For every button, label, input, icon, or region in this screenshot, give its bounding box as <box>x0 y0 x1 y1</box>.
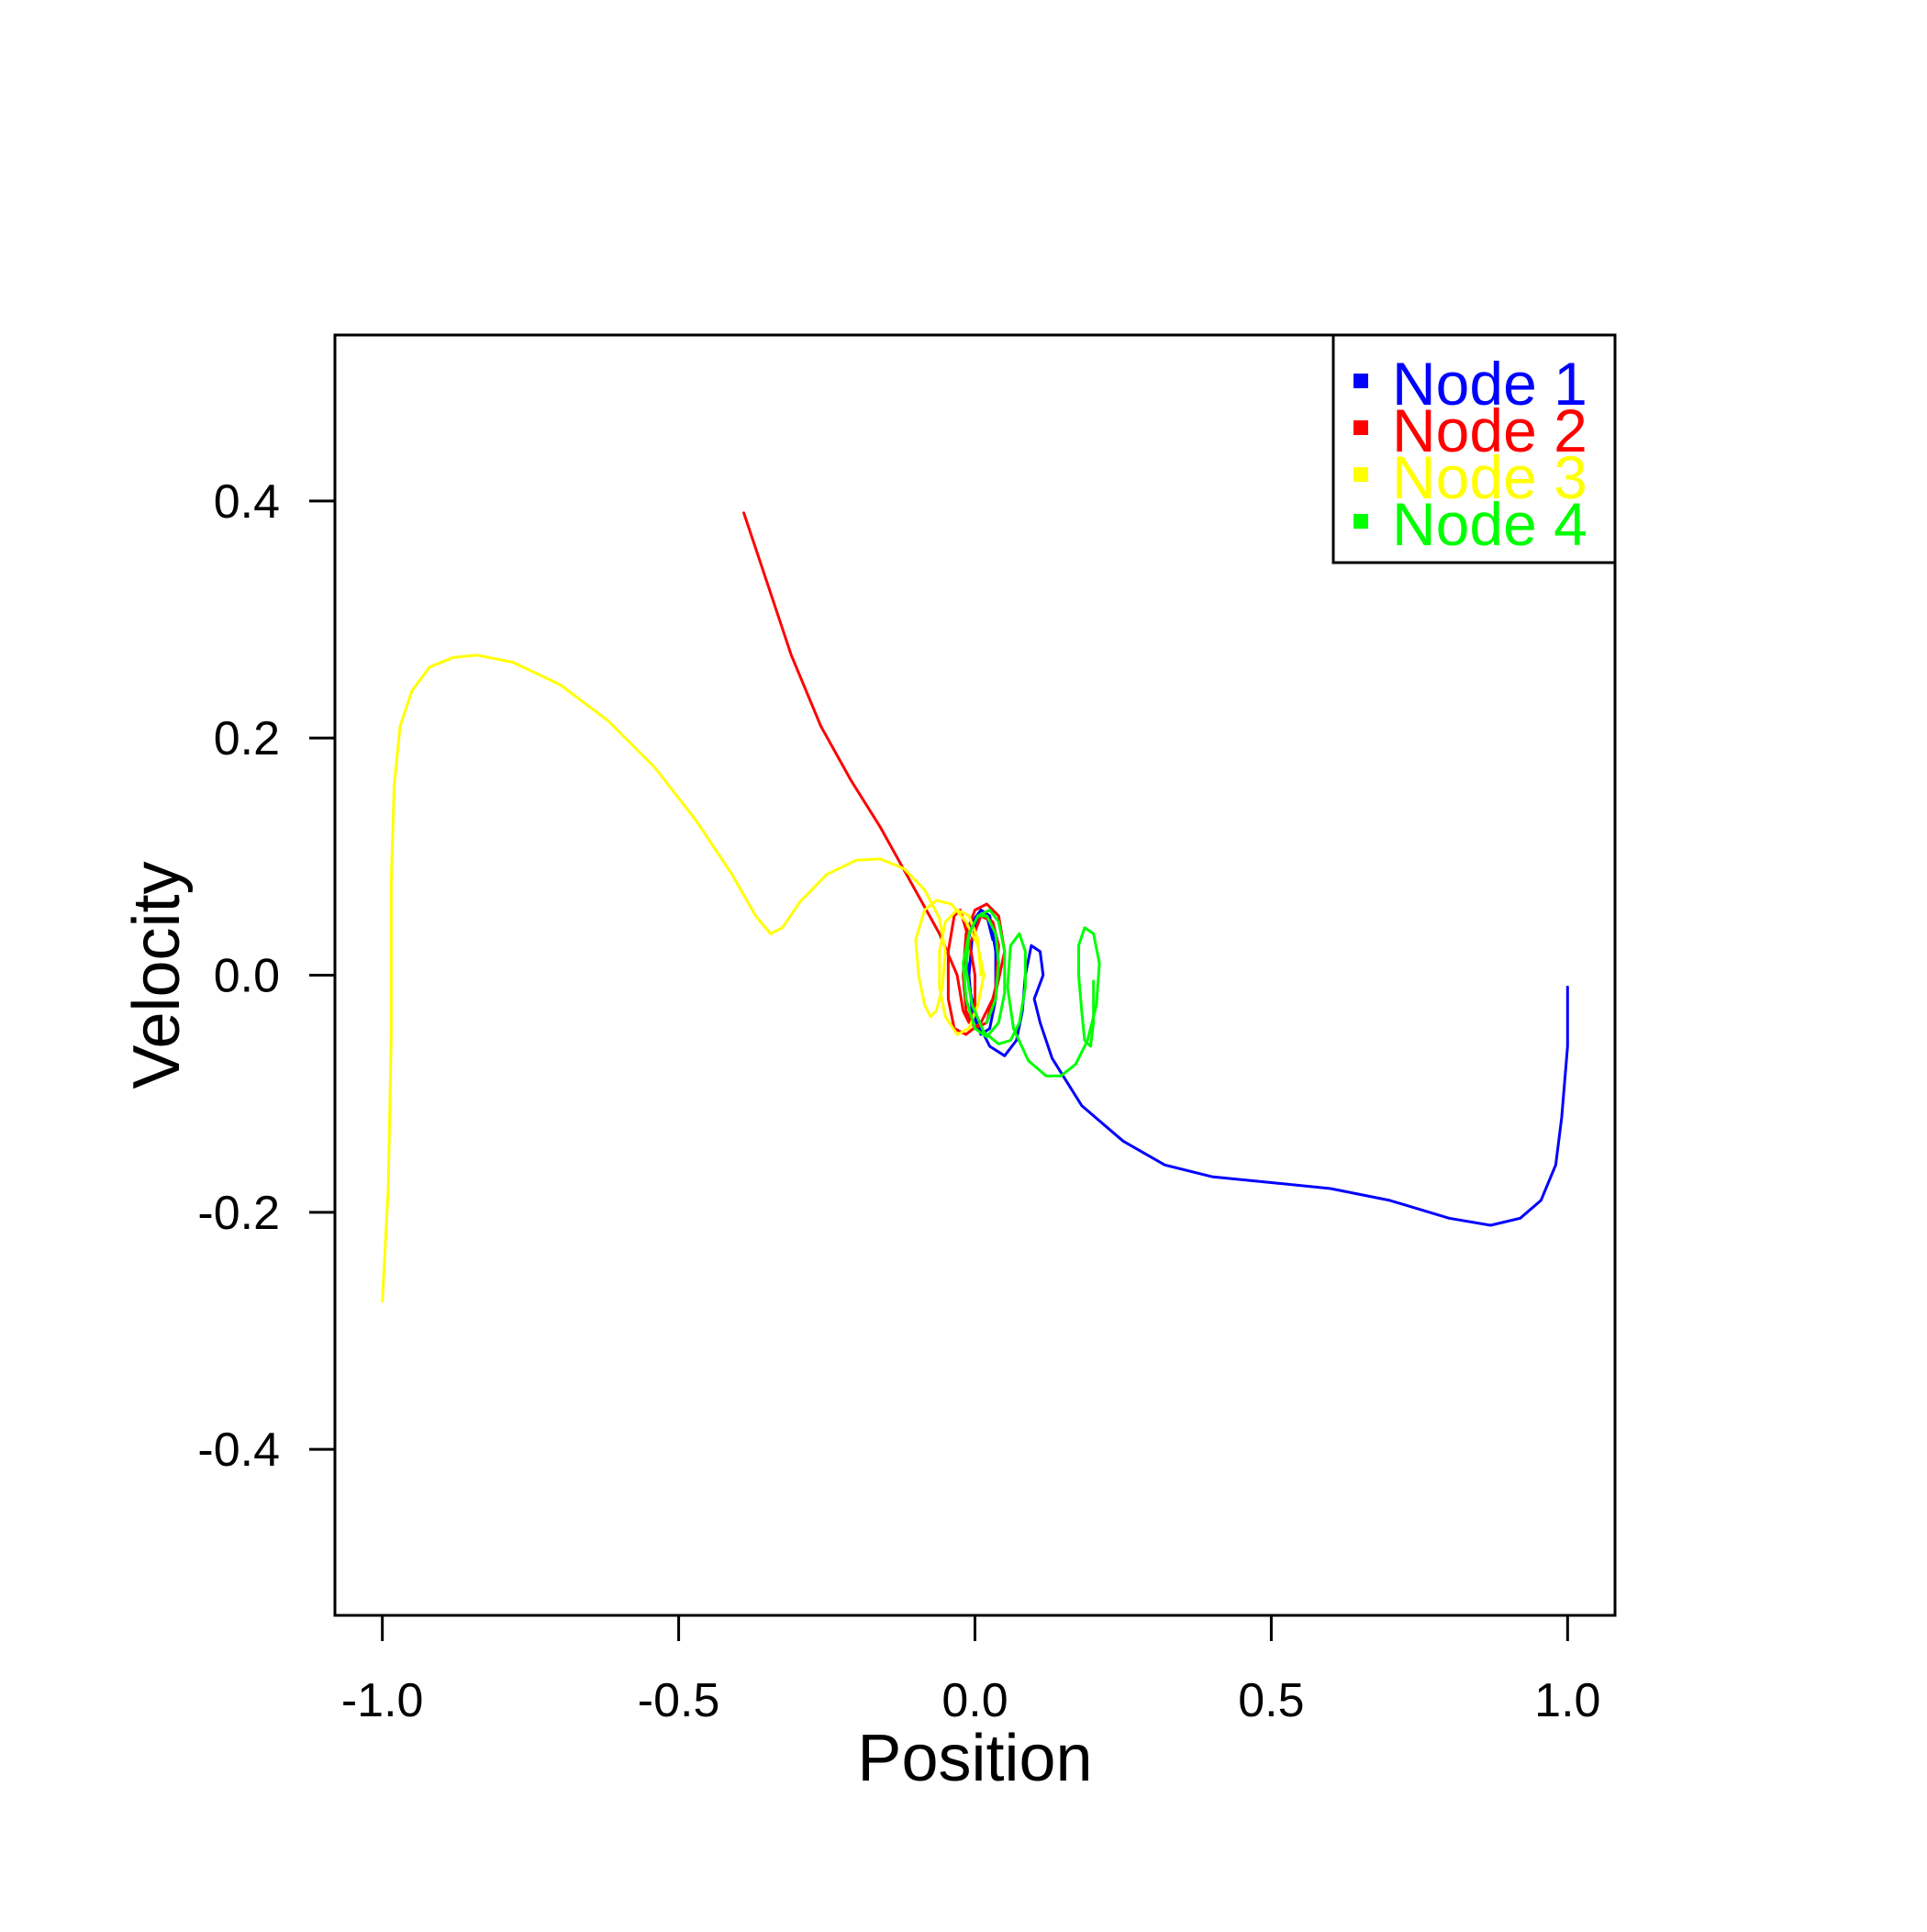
legend-label-node-2: Node 2 <box>1392 396 1587 464</box>
legend-label-node-4: Node 4 <box>1392 490 1587 558</box>
x-tick-label: 0.0 <box>941 1674 1008 1727</box>
y-tick-label: 0.0 <box>214 950 280 1003</box>
legend-swatch-node-3 <box>1353 467 1368 482</box>
y-tick-label: -0.4 <box>197 1424 280 1477</box>
series-layer <box>381 511 1569 1303</box>
y-tick-label: 0.4 <box>214 475 280 529</box>
x-tick-label: 1.0 <box>1534 1674 1600 1727</box>
y-tick-label: -0.2 <box>197 1187 280 1240</box>
series-line-node-4 <box>962 909 1101 1078</box>
x-tick-label: 0.5 <box>1238 1674 1304 1727</box>
y-axis-title: Velocity <box>120 861 194 1089</box>
x-axis-title: Position <box>857 1722 1092 1795</box>
legend-swatch-node-4 <box>1353 514 1368 529</box>
x-tick-label: -0.5 <box>638 1674 720 1727</box>
series-line-node-3 <box>381 653 986 1303</box>
legend-swatch-node-2 <box>1353 420 1368 435</box>
legend-box <box>1331 333 1617 564</box>
y-tick-label: 0.2 <box>214 712 280 765</box>
legend-label-node-1: Node 1 <box>1392 350 1587 418</box>
y-axis: -0.4 -0.2 0.0 0.2 0.4 <box>197 475 335 1477</box>
x-tick-label: -1.0 <box>341 1674 424 1727</box>
legend-swatch-node-1 <box>1353 374 1368 388</box>
legend-label-node-3: Node 3 <box>1392 443 1587 511</box>
series-line-node-1 <box>964 909 1569 1227</box>
x-axis: -1.0 -0.5 0.0 0.5 1.0 <box>341 1615 1600 1727</box>
